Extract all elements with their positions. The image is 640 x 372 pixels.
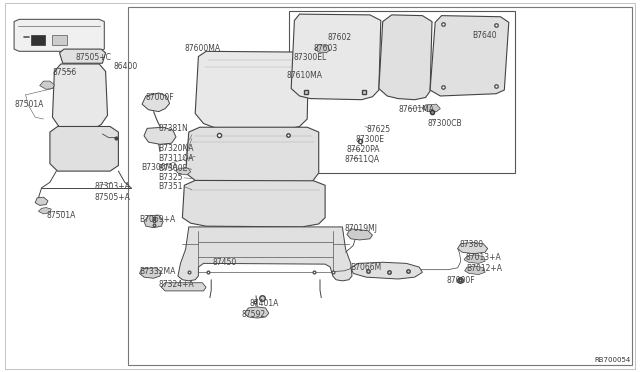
Polygon shape [465,266,485,275]
Polygon shape [178,227,352,281]
Text: 87300EL: 87300EL [293,53,326,62]
Text: 87381N: 87381N [159,124,188,133]
Text: 87300E: 87300E [355,135,384,144]
Text: 87303+A: 87303+A [95,182,131,190]
Text: B7300MA: B7300MA [141,163,177,172]
Text: 87592: 87592 [242,310,266,319]
Text: RB700054: RB700054 [594,357,630,363]
Text: 87601MA: 87601MA [398,105,434,114]
Text: 87501A: 87501A [14,100,44,109]
Text: 87000F: 87000F [146,93,175,102]
Polygon shape [347,229,372,240]
Polygon shape [176,168,191,175]
Text: B7066M: B7066M [351,263,382,272]
Polygon shape [182,180,325,227]
Text: 86400: 86400 [114,62,138,71]
Text: 87625: 87625 [366,125,390,134]
Bar [128,7,632,365]
Text: 87602: 87602 [328,33,352,42]
Polygon shape [161,283,206,291]
Polygon shape [144,215,163,228]
Text: 87603: 87603 [314,44,338,53]
Polygon shape [52,64,108,131]
Polygon shape [140,268,161,278]
Text: 87013+A: 87013+A [466,253,502,262]
Text: B7012+A: B7012+A [466,264,502,273]
Polygon shape [458,243,488,254]
Text: 87380: 87380 [460,240,484,249]
Polygon shape [464,255,485,263]
Polygon shape [244,307,269,318]
Polygon shape [315,45,330,53]
Bar [289,11,515,173]
Text: 87000F: 87000F [447,276,476,285]
Polygon shape [351,262,422,279]
Text: B7320NA: B7320NA [159,144,194,153]
Polygon shape [195,51,308,129]
Polygon shape [422,104,440,112]
Text: 87556: 87556 [52,68,77,77]
Polygon shape [14,19,104,51]
Text: B7332MA: B7332MA [140,267,176,276]
Polygon shape [35,197,48,205]
Polygon shape [52,35,67,45]
Text: 87620PA: 87620PA [347,145,380,154]
Polygon shape [38,208,51,214]
Polygon shape [31,35,45,45]
Text: 87501A: 87501A [46,211,76,220]
Text: B7311QA: B7311QA [159,154,194,163]
Text: 87505+A: 87505+A [95,193,131,202]
Text: 87600MA: 87600MA [184,44,220,53]
Text: B7351: B7351 [159,182,183,191]
Text: B7069+A: B7069+A [140,215,176,224]
Text: B7325: B7325 [159,173,183,182]
Polygon shape [379,15,432,100]
Polygon shape [291,14,381,100]
Text: B7300E: B7300E [159,164,188,173]
Text: 87611QA: 87611QA [344,155,380,164]
Polygon shape [40,81,54,89]
Polygon shape [430,16,509,96]
Text: B7640: B7640 [472,31,497,40]
Text: 87324+A: 87324+A [159,280,195,289]
Polygon shape [186,127,319,185]
Polygon shape [142,93,170,112]
Text: 87401A: 87401A [250,299,279,308]
Text: 87019MJ: 87019MJ [344,224,378,233]
Polygon shape [144,127,176,144]
Text: 87450: 87450 [212,258,237,267]
Polygon shape [60,49,106,63]
Text: 87505+C: 87505+C [76,53,111,62]
Text: 87300CB: 87300CB [428,119,462,128]
Text: 87610MA: 87610MA [287,71,323,80]
Polygon shape [50,126,118,171]
